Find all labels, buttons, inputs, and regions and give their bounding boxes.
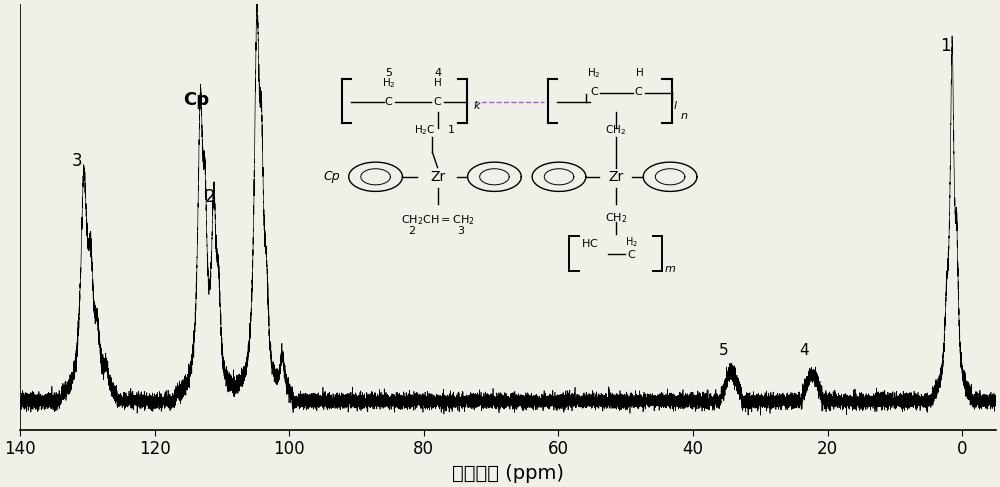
Text: l: l (674, 101, 677, 111)
Text: 1: 1 (940, 37, 951, 55)
Text: $\mathsf{H_2}$: $\mathsf{H_2}$ (587, 66, 601, 80)
Text: m: m (665, 264, 676, 274)
Text: 3: 3 (72, 152, 82, 170)
Text: $\mathsf{C}$: $\mathsf{C}$ (590, 85, 599, 97)
Text: 2: 2 (408, 226, 415, 236)
Text: 3: 3 (457, 226, 464, 236)
Text: 2: 2 (204, 188, 215, 206)
Text: $\mathsf{C}$: $\mathsf{C}$ (433, 94, 442, 107)
Text: $\mathsf{CH_2}$: $\mathsf{CH_2}$ (605, 211, 627, 225)
X-axis label: 化学位移 (ppm): 化学位移 (ppm) (452, 464, 564, 483)
Text: $\mathsf{H_2C}$: $\mathsf{H_2C}$ (414, 123, 435, 137)
Text: 4: 4 (434, 68, 441, 78)
Text: $\mathsf{H_2}$: $\mathsf{H_2}$ (625, 236, 638, 249)
Text: 4: 4 (799, 343, 809, 358)
Text: $\mathsf{H}$: $\mathsf{H}$ (433, 76, 442, 88)
Text: 5: 5 (718, 343, 728, 358)
Text: $\mathsf{H_2}$: $\mathsf{H_2}$ (382, 76, 395, 90)
Text: Zr: Zr (430, 170, 445, 184)
Text: $\mathsf{H}$: $\mathsf{H}$ (635, 66, 643, 78)
Text: k: k (474, 101, 480, 111)
Text: Cp: Cp (183, 91, 209, 109)
Text: 5: 5 (385, 68, 392, 78)
Text: $\mathsf{C}$: $\mathsf{C}$ (627, 248, 636, 260)
Text: $\mathsf{C}$: $\mathsf{C}$ (634, 85, 644, 97)
Text: Cp: Cp (323, 170, 340, 183)
Text: $\mathsf{CH_2CH{=}CH_2}$: $\mathsf{CH_2CH{=}CH_2}$ (401, 213, 474, 227)
Text: $\mathsf{HC}$: $\mathsf{HC}$ (581, 237, 599, 249)
Text: $\mathsf{C}$: $\mathsf{C}$ (384, 94, 393, 107)
Text: $\mathsf{CH_2}$: $\mathsf{CH_2}$ (605, 123, 626, 137)
Text: 1: 1 (448, 125, 455, 135)
Text: n: n (680, 111, 687, 121)
Text: Zr: Zr (608, 170, 623, 184)
